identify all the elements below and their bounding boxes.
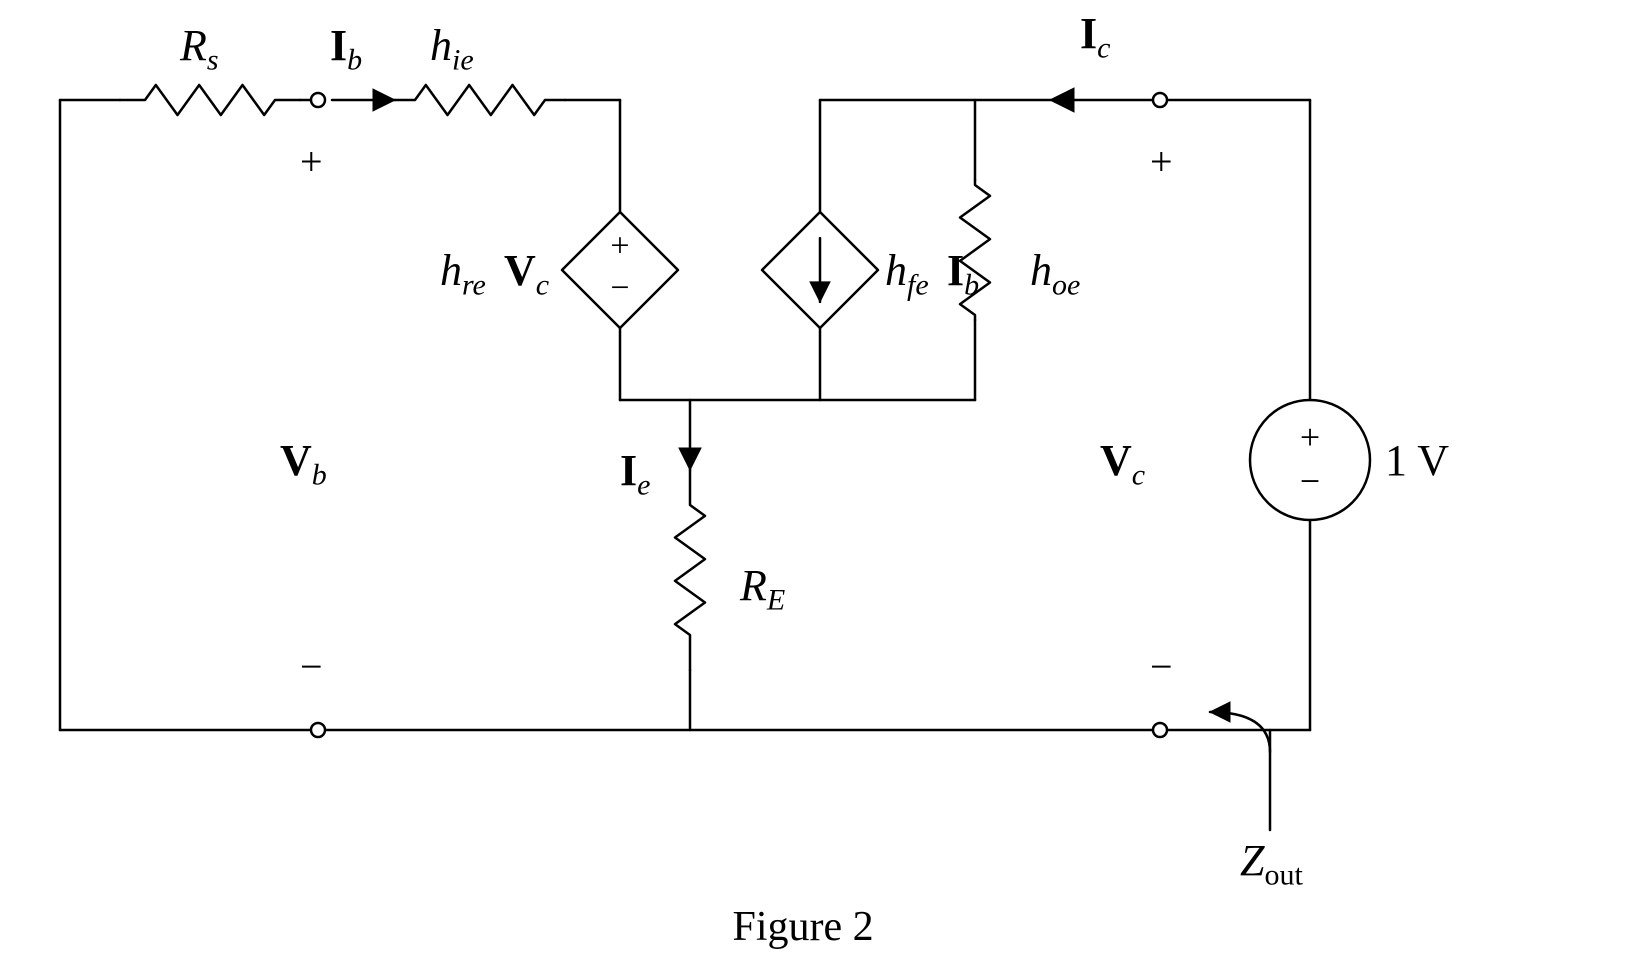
label-hfe-Ib: Ib	[947, 246, 979, 302]
arrowhead	[1210, 702, 1230, 722]
label-text: +	[1150, 139, 1173, 184]
label-hre-Vc: Vc	[504, 246, 549, 302]
label-hoe: hoe	[1030, 246, 1080, 302]
node-circle	[311, 723, 325, 737]
wire	[675, 470, 705, 670]
label-text: −	[610, 269, 629, 306]
label-Ic: Ic	[1080, 9, 1110, 65]
wire	[120, 85, 300, 115]
arrowhead	[679, 448, 701, 470]
label-Ib: Ib	[330, 21, 362, 77]
label-Vb: Vb	[280, 436, 327, 492]
label-hie: hie	[430, 21, 474, 77]
label-text: +	[1300, 417, 1320, 457]
label-Vc: Vc	[1100, 436, 1145, 492]
arrowhead	[1050, 88, 1074, 112]
circuit-diagram: +−+−RsIbhieIchreVchfeIbhoeVbIeREVc1 VZou…	[0, 0, 1625, 976]
label-text: +	[300, 139, 323, 184]
node-circle	[1153, 723, 1167, 737]
label-text: −	[300, 644, 323, 689]
label-text: +	[610, 228, 629, 265]
node-circle	[311, 93, 325, 107]
arrowhead	[810, 282, 830, 302]
label-Zout: Zout	[1240, 836, 1303, 892]
label-hre: hre	[440, 246, 486, 302]
label-text: 1 V	[1385, 436, 1449, 485]
label-Ie: Ie	[620, 446, 650, 502]
label-RE: RE	[739, 561, 785, 617]
wire	[395, 85, 565, 115]
label-text: −	[1300, 461, 1320, 501]
label-text: −	[1150, 644, 1173, 689]
wire	[1210, 712, 1270, 752]
label-text: Figure 2	[733, 904, 874, 950]
label-hfe: hfe	[885, 246, 929, 302]
node-circle	[1153, 93, 1167, 107]
arrowhead	[373, 89, 395, 111]
label-Rs: Rs	[179, 21, 219, 77]
